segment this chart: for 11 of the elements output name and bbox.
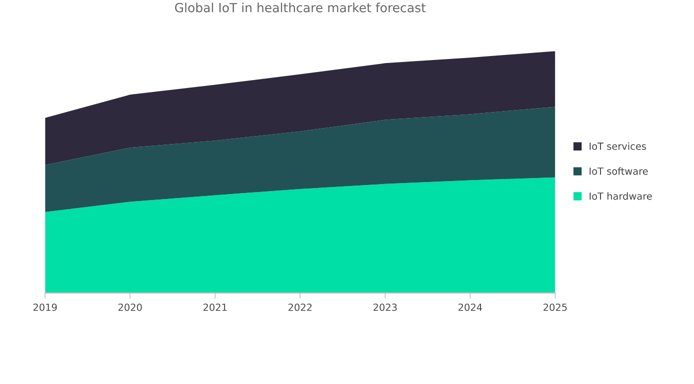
x-tick-label: 2025 [544, 304, 567, 311]
legend-label: IoT software [590, 167, 648, 175]
chart-title: Global IoT in healthcare market forecast [175, 2, 426, 12]
legend-label: IoT hardware [590, 192, 652, 200]
x-tick-label: 2024 [458, 304, 482, 311]
legend-label: IoT services [590, 142, 646, 150]
x-tick-label: 2021 [203, 304, 227, 311]
x-tick-label: 2022 [288, 304, 312, 311]
x-tick-label: 2020 [118, 304, 142, 311]
x-tick-label: 2023 [374, 304, 397, 311]
x-tick-label: 2019 [33, 304, 57, 311]
